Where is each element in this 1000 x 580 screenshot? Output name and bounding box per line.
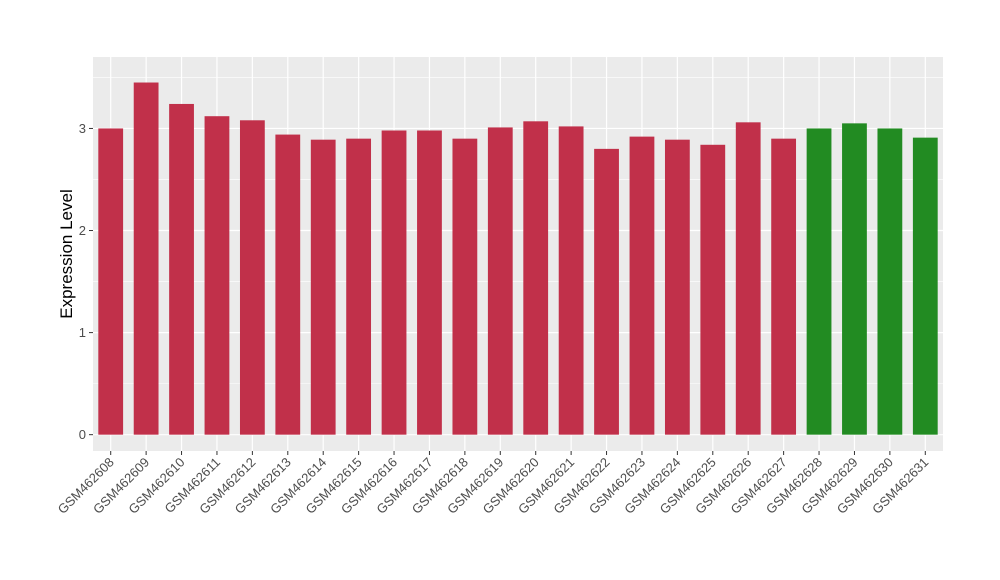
y-axis-title: Expression Level bbox=[57, 189, 76, 318]
bar-gsm462625 bbox=[700, 144, 726, 435]
bar-gsm462611 bbox=[204, 116, 230, 435]
bar-gsm462616 bbox=[381, 130, 407, 435]
bar-gsm462630 bbox=[877, 128, 903, 435]
plot-panel bbox=[93, 57, 943, 451]
bar-gsm462622 bbox=[594, 148, 619, 435]
bar-gsm462613 bbox=[275, 134, 301, 435]
bar-gsm462615 bbox=[346, 138, 372, 435]
minor-gridlines bbox=[93, 77, 943, 384]
bar-gsm462612 bbox=[239, 120, 265, 435]
y-tick-label: 1 bbox=[79, 325, 86, 340]
bar-gsm462610 bbox=[169, 103, 194, 435]
bar-gsm462629 bbox=[842, 123, 867, 435]
bar-gsm462620 bbox=[523, 121, 549, 435]
bar-gsm462609 bbox=[133, 82, 159, 435]
bar-gsm462608 bbox=[98, 128, 124, 435]
bar-gsm462621 bbox=[558, 126, 584, 435]
y-tick-label: 0 bbox=[79, 427, 86, 442]
bars bbox=[98, 82, 938, 435]
bar-gsm462614 bbox=[310, 139, 336, 435]
bar-gsm462623 bbox=[629, 136, 655, 435]
y-tick-label: 3 bbox=[79, 121, 86, 136]
bar-gsm462617 bbox=[417, 130, 442, 435]
y-tick-label: 2 bbox=[79, 223, 86, 238]
bar-gsm462619 bbox=[487, 127, 513, 435]
x-axis: GSM462608GSM462609GSM462610GSM462611GSM4… bbox=[55, 451, 931, 517]
bar-gsm462628 bbox=[806, 128, 832, 435]
bar-gsm462631 bbox=[912, 137, 938, 435]
bar-gsm462626 bbox=[735, 122, 761, 435]
bar-gsm462624 bbox=[664, 139, 690, 435]
bar-gsm462627 bbox=[771, 138, 797, 435]
y-axis: 0 1 2 3 bbox=[79, 121, 93, 442]
bar-gsm462618 bbox=[452, 138, 478, 435]
